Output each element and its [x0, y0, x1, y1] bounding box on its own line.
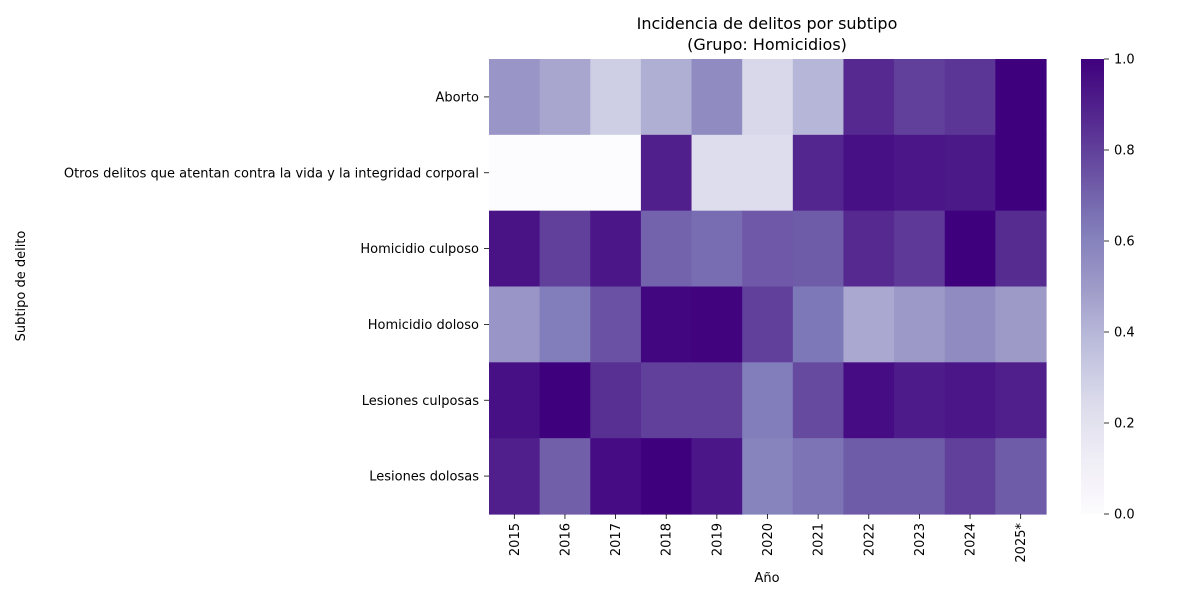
heatmap-cell — [691, 286, 743, 363]
heatmap-cell — [691, 362, 743, 439]
heatmap-cell — [590, 438, 642, 515]
heatmap-cell — [640, 210, 693, 288]
y-tick-label: Homicidio doloso — [368, 318, 479, 333]
x-tick-labels: 2015 2016 2017 2018 2019 2020 2021 2022 2023 2024… — [508, 514, 1029, 563]
heatmap-cell — [489, 438, 541, 515]
chart-subtitle: (Grupo: Homicidios) — [687, 35, 847, 54]
heatmap-cell — [995, 210, 1047, 288]
heatmap-cell — [792, 59, 845, 136]
heatmap-cell — [995, 286, 1047, 363]
heatmap-cell — [894, 59, 946, 136]
x-tick-label: 2019 — [710, 523, 725, 556]
heatmap-cell — [843, 286, 895, 363]
heatmap-cell — [843, 438, 895, 515]
heatmap-cell — [742, 286, 794, 363]
heatmap-cell — [944, 438, 996, 515]
heatmap-cells — [489, 59, 1047, 515]
heatmap-cell — [539, 362, 591, 439]
colorbar-tick-label: 0.2 — [1114, 417, 1135, 432]
heatmap-cell — [539, 438, 591, 515]
x-tick-label: 2025* — [1014, 523, 1029, 563]
heatmap-cell — [995, 59, 1047, 136]
heatmap-cell — [691, 210, 743, 288]
x-tick-label: 2017 — [609, 523, 624, 556]
heatmap-cell — [539, 210, 591, 288]
heatmap-cell — [489, 210, 541, 288]
x-tick-label: 2024 — [964, 523, 979, 556]
heatmap-cell — [539, 59, 591, 136]
y-tick-labels: Aborto Otros delitos que atentan contra l… — [64, 90, 489, 485]
colorbar — [1081, 59, 1104, 514]
heatmap-cell — [489, 59, 541, 136]
heatmap-cell — [944, 362, 996, 439]
colorbar-tick-label: 0.6 — [1114, 235, 1135, 250]
heatmap-cell — [489, 362, 541, 439]
heatmap-cell — [742, 362, 794, 439]
y-tick-label: Homicidio culposo — [360, 242, 479, 257]
heatmap-cell — [539, 134, 591, 212]
heatmap-cell — [590, 286, 642, 363]
heatmap-cell — [792, 438, 845, 515]
heatmap-cell — [995, 362, 1047, 439]
heatmap-cell — [489, 134, 541, 212]
x-tick-label: 2015 — [508, 523, 523, 556]
x-tick-label: 2023 — [913, 523, 928, 556]
heatmap-cell — [843, 59, 895, 136]
heatmap-cell — [944, 134, 996, 212]
heatmap-cell — [590, 134, 642, 212]
heatmap-cell — [539, 286, 591, 363]
heatmap-cell — [792, 134, 845, 212]
colorbar-tick-label: 0.0 — [1114, 508, 1135, 523]
heatmap-cell — [742, 59, 794, 136]
heatmap-cell — [792, 210, 845, 288]
heatmap-cell — [742, 438, 794, 515]
colorbar-ticks: 0.0 0.2 0.4 0.6 0.8 1.0 — [1104, 53, 1135, 523]
x-tick-label: 2021 — [812, 523, 827, 556]
x-tick-label: 2020 — [761, 523, 776, 556]
heatmap-cell — [742, 134, 794, 212]
heatmap-cell — [843, 134, 895, 212]
y-tick-label: Otros delitos que atentan contra la vida… — [64, 166, 479, 181]
heatmap-cell — [691, 438, 743, 515]
heatmap-cell — [640, 59, 693, 136]
heatmap-cell — [590, 59, 642, 136]
heatmap-cell — [944, 286, 996, 363]
chart-title: Incidencia de delitos por subtipo — [637, 14, 898, 33]
heatmap-cell — [691, 134, 743, 212]
y-tick-label: Lesiones culposas — [362, 394, 479, 409]
heatmap-cell — [691, 59, 743, 136]
heatmap-cell — [894, 134, 946, 212]
heatmap-cell — [995, 134, 1047, 212]
heatmap-cell — [894, 438, 946, 515]
heatmap-cell — [843, 362, 895, 439]
x-axis-label: Año — [754, 571, 779, 586]
heatmap-cell — [590, 210, 642, 288]
y-tick-label: Lesiones dolosas — [369, 470, 479, 485]
heatmap-cell — [894, 362, 946, 439]
colorbar-tick-label: 0.8 — [1114, 144, 1135, 159]
heatmap-cell — [590, 362, 642, 439]
heatmap-cell — [944, 210, 996, 288]
colorbar-tick-label: 1.0 — [1114, 53, 1135, 68]
x-tick-label: 2022 — [862, 523, 877, 556]
heatmap-cell — [944, 59, 996, 136]
heatmap-cell — [894, 286, 946, 363]
x-tick-label: 2016 — [558, 523, 573, 556]
y-axis-label: Subtipo de delito — [14, 231, 29, 342]
heatmap-cell — [995, 438, 1047, 515]
heatmap-cell — [894, 210, 946, 288]
heatmap-cell — [792, 286, 845, 363]
heatmap-cell — [742, 210, 794, 288]
y-tick-label: Aborto — [436, 90, 480, 105]
x-tick-label: 2018 — [660, 523, 675, 556]
heatmap-cell — [640, 134, 693, 212]
heatmap-cell — [640, 362, 693, 439]
colorbar-tick-label: 0.4 — [1114, 326, 1135, 341]
heatmap-cell — [843, 210, 895, 288]
heatmap-cell — [792, 362, 845, 439]
heatmap-cell — [640, 438, 693, 515]
heatmap-cell — [489, 286, 541, 363]
heatmap-cell — [640, 286, 693, 363]
